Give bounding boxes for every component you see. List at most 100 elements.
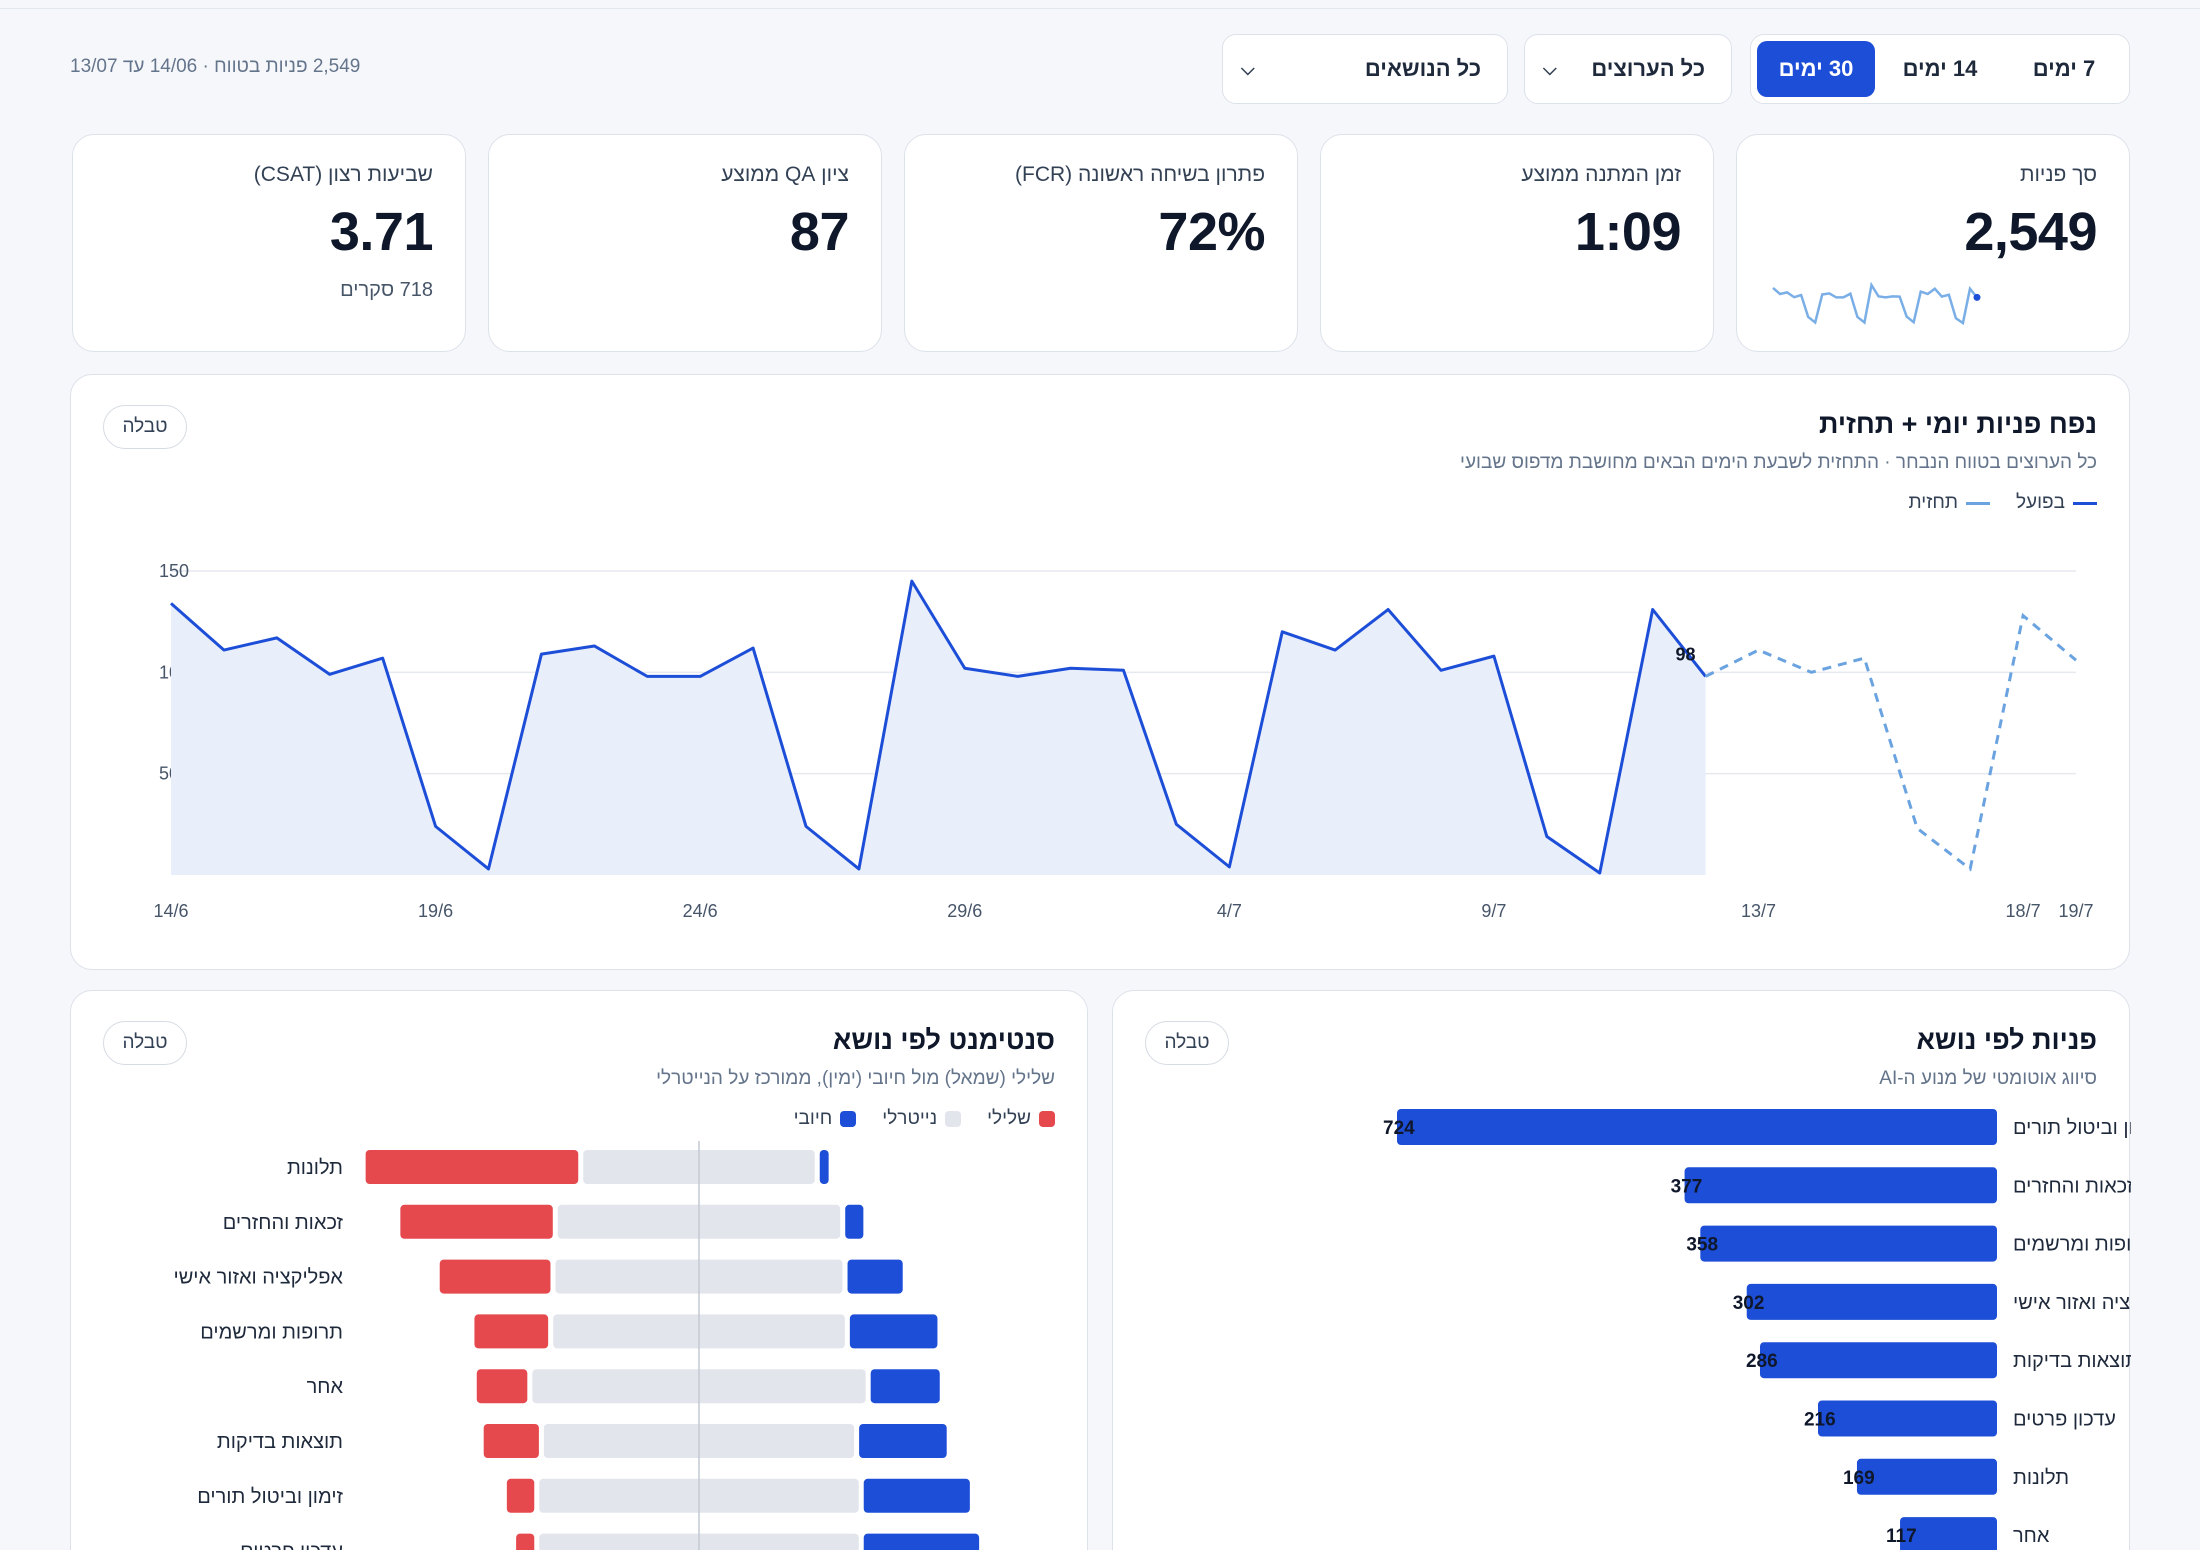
sentiment-table-button[interactable]: טבלה [103,1021,187,1065]
legend-positive: חיובי [794,1108,857,1130]
x-tick-label: 29/6 [947,901,982,921]
sentiment-negative-bar[interactable] [400,1204,553,1239]
sentiment-positive-bar[interactable] [863,1478,970,1513]
volume-table-button[interactable]: טבלה [103,405,187,449]
sentiment-category-label: תוצאות בדיקות [217,1431,343,1453]
sentiment-negative-bar[interactable] [506,1478,535,1513]
x-tick-label: 14/6 [153,901,188,921]
legend-negative: שלילי [987,1108,1055,1130]
topic-bar[interactable] [1684,1167,1997,1204]
legend-dash-swatch [1965,501,1990,505]
kpi-value: 3.71 [329,202,434,262]
topic-bar[interactable] [1700,1225,1997,1262]
legend-positive-swatch [840,1111,857,1127]
top-divider [0,8,2200,9]
x-tick-label: 9/7 [1481,901,1506,921]
sentiment-positive-bar[interactable] [847,1259,903,1294]
sentiment-positive-bar[interactable] [849,1314,938,1349]
sentiment-positive-bar[interactable] [845,1204,864,1239]
topics-bar-chart: זימון וביטול תורים 724 זכאות והחזרים 377 תרו… [1383,1109,2131,1550]
legend-negative-swatch [1039,1111,1055,1127]
sentiment-negative-bar[interactable] [516,1533,535,1550]
topic-category-label: תלונות [2013,1467,2069,1489]
legend-negative-label: שלילי [987,1108,1031,1129]
kpi-sub: 718 סקרים [340,279,433,301]
topic-value-label: 377 [1671,1176,1703,1197]
actual-series-line [170,579,1707,875]
x-tick-label: 18/7 [2006,901,2041,921]
sentiment-positive-bar[interactable] [859,1424,947,1458]
topic-bar[interactable] [1397,1109,1997,1145]
volume-legend: בפועל תחזית [103,492,2097,514]
kpi-csat: שביעות רצון (CSAT) 3.71 718 סקרים [72,134,466,352]
sentiment-subtitle: שלילי (שמאל) מול חיובי (ימין), ממורכז על… [656,1068,1055,1089]
chevron-down-icon: ⌵ [1241,58,1255,79]
legend-actual: בפועל [2016,492,2097,514]
period-selector: 7 ימים 14 ימים 30 ימים [1750,34,2130,104]
topic-value-label: 302 [1733,1293,1765,1314]
sentiment-positive-bar[interactable] [870,1369,940,1404]
topic-category-label: זכאות והחזרים [2013,1175,2131,1197]
legend-positive-label: חיובי [793,1108,833,1129]
topic-category-label: עדכון פרטים [2013,1409,2116,1431]
topic-bar[interactable] [1817,1400,1997,1437]
sentiment-category-label: אפליקציה ואזור אישי [174,1267,344,1289]
sentiment-chart-card: תלונות זכאות והחזרים אפליקציה ואזור אישי תר… [70,990,1088,1550]
topic-bar[interactable] [1746,1283,1997,1320]
topics-select-value: כל הנושאים [1364,56,1481,81]
topic-value-label: 169 [1843,1468,1875,1489]
topic-category-label: תוצאות בדיקות [2013,1350,2131,1372]
channels-select[interactable]: כל הערוצים ⌵ [1524,34,1732,104]
legend-forecast-label: תחזית [1908,492,1958,513]
kpi-avg-wait: זמן המתנה ממוצע 1:09 [1320,134,1714,352]
x-tick-label: 4/7 [1217,901,1242,921]
sentiment-negative-bar[interactable] [439,1259,551,1294]
sentiment-title: סנטימנט לפי נושא [832,1025,1055,1055]
sparkline-end-dot [1973,293,1981,301]
forecast-series-line [1704,612,2077,872]
legend-neutral-label: נייטרלי [882,1108,938,1129]
topics-subtitle: סיווג אוטומטי של מנוע ה-AI [1879,1068,2097,1089]
last-actual-label: 98 [1676,644,1696,664]
topic-bar[interactable] [1900,1517,1997,1550]
topics-chart-card: זימון וביטול תורים 724 זכאות והחזרים 377 תרו… [1112,990,2131,1550]
topics-table-button[interactable]: טבלה [1145,1021,1229,1065]
topic-category-label: תרופות ומרשמים [2013,1234,2131,1256]
legend-actual-label: בפועל [2015,492,2065,513]
period-30-days[interactable]: 30 ימים [1757,41,1875,97]
topic-category-label: אחר [2013,1525,2050,1547]
topic-category-label: אפליקציה ואזור אישי [2013,1292,2131,1314]
topics-select[interactable]: כל הנושאים ⌵ [1222,34,1508,104]
volume-subtitle: כל הערוצים בטווח הנבחר · התחזית לשבעת הי… [1460,452,2097,473]
kpi-value: 2,549 [1964,202,2097,262]
sparkline-chart [1772,281,1981,326]
topic-value-label: 117 [1886,1526,1917,1547]
topic-value-label: 286 [1746,1351,1778,1372]
sentiment-category-label: תרופות ומרשמים [200,1321,343,1343]
x-tick-label: 19/6 [418,901,453,921]
y-tick-label: 150 [159,561,189,581]
kpi-value: 72% [1158,202,1265,262]
x-tick-label: 24/6 [683,901,718,921]
topic-bar[interactable] [1856,1458,1997,1495]
sentiment-category-label: תלונות [287,1157,343,1179]
kpi-label: שביעות רצון (CSAT) [253,163,433,186]
sentiment-negative-bar[interactable] [483,1424,539,1458]
period-7-days[interactable]: 7 ימים [2005,41,2123,97]
sentiment-positive-bar[interactable] [863,1533,980,1550]
sentiment-negative-bar[interactable] [365,1150,579,1184]
topic-bar[interactable] [1759,1342,1997,1379]
sentiment-negative-bar[interactable] [476,1369,528,1404]
volume-line-chart: 501001509814/619/624/629/64/79/713/718/7… [153,561,2093,921]
topic-value-label: 358 [1686,1235,1718,1256]
period-14-days[interactable]: 14 ימים [1881,41,1999,97]
legend-forecast: תחזית [1909,492,1990,514]
sentiment-negative-bar[interactable] [474,1314,549,1349]
sentiment-positive-bar[interactable] [819,1150,829,1184]
kpi-fcr: פתרון בשיחה ראשונה (FCR) 72% [904,134,1298,352]
sentiment-category-label: אחר [307,1376,344,1398]
channels-select-value: כל הערוצים [1591,56,1705,81]
actual-area [171,581,1706,875]
filter-bar: 7 ימים 14 ימים 30 ימים כל הערוצים ⌵ כל ה… [70,34,2130,104]
sentiment-category-label: זימון וביטול תורים [197,1486,343,1508]
